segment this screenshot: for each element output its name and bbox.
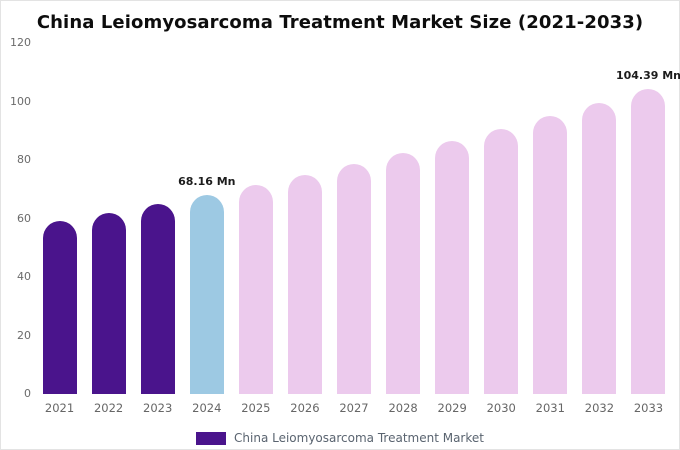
y-tick-label: 120 xyxy=(10,36,31,49)
bar-slot xyxy=(526,43,575,394)
bar-value-label: 104.39 Mn xyxy=(615,68,680,82)
x-tick-label: 2032 xyxy=(584,401,615,415)
bar-2024 xyxy=(189,194,224,394)
x-tick-label: 2028 xyxy=(388,401,418,415)
y-tick-label: 40 xyxy=(17,270,31,283)
bar-2027 xyxy=(337,164,371,394)
bar-slot xyxy=(280,43,329,394)
bar-slot: 68.16 Mn xyxy=(178,43,235,394)
bar-slot xyxy=(477,43,526,394)
x-tick-label: 2030 xyxy=(486,401,516,415)
x-tick-label: 2023 xyxy=(143,401,173,415)
x-tick-label: 2025 xyxy=(241,401,271,415)
bar-2028 xyxy=(386,152,421,394)
bar-2032 xyxy=(582,102,617,394)
bar-slot xyxy=(575,43,624,394)
bar-2031 xyxy=(533,116,568,394)
bar-slot xyxy=(35,43,84,394)
bar-2023 xyxy=(140,203,175,394)
plot-area: 68.16 Mn 104.39 Mn xyxy=(35,43,680,394)
bar-slot xyxy=(84,43,133,394)
bar-2022 xyxy=(91,212,126,394)
chart-title: China Leiomyosarcoma Treatment Market Si… xyxy=(36,12,644,33)
x-axis: 2021 2022 2023 2024 2025 2026 2027 2028 2029 2030… xyxy=(35,401,673,415)
y-tick-label: 0 xyxy=(24,387,31,400)
x-tick-label: 2031 xyxy=(535,401,565,415)
y-tick-label: 60 xyxy=(17,211,31,225)
y-tick-label: 20 xyxy=(17,328,31,342)
x-tick-label: 2033 xyxy=(633,401,664,415)
x-tick-label: 2029 xyxy=(437,401,467,415)
bar-2033 xyxy=(631,88,666,394)
legend: China Leiomyosarcoma Treatment Market xyxy=(1,431,679,445)
y-tick-label: 80 xyxy=(17,153,31,166)
bar-slot xyxy=(329,43,378,394)
bar-slot xyxy=(133,43,182,394)
legend-label: China Leiomyosarcoma Treatment Market xyxy=(234,431,484,445)
x-tick-label: 2027 xyxy=(339,401,369,415)
bar-slot: 104.39 Mn xyxy=(616,43,680,394)
bar-2029 xyxy=(435,141,470,394)
bar-2021 xyxy=(42,221,77,394)
y-axis: 0 20 40 60 80 100 120 xyxy=(5,36,35,400)
bar-2026 xyxy=(287,174,322,394)
plot-column: 68.16 Mn 104.39 Mn 2021 2022 2023 2024 2025 20… xyxy=(35,43,680,415)
x-tick-label: 2021 xyxy=(44,401,75,415)
x-tick-label: 2022 xyxy=(93,401,124,415)
bar-slot xyxy=(231,43,280,394)
x-tick-label: 2026 xyxy=(290,401,320,415)
bar-slot xyxy=(379,43,428,394)
bar-slot xyxy=(428,43,477,394)
bar-2030 xyxy=(484,129,519,394)
bar-2025 xyxy=(238,184,273,394)
x-tick-label: 2024 xyxy=(192,401,222,415)
y-tick-label: 100 xyxy=(10,94,31,108)
legend-swatch xyxy=(196,431,227,445)
plot-wrap: 0 20 40 60 80 100 120 68.16 Mn 104.39 Mn 2021 20… xyxy=(1,36,680,415)
bar-value-label: 68.16 Mn xyxy=(178,174,236,188)
